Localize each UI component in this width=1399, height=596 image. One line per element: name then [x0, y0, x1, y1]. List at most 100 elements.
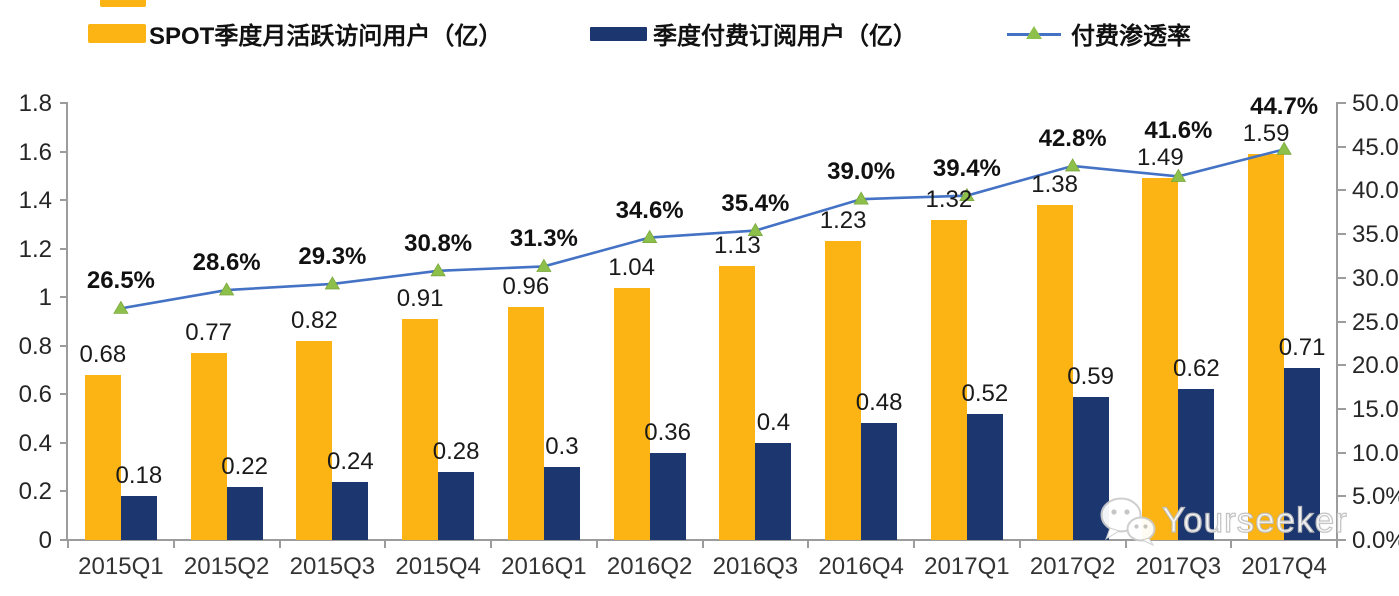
legend-item-subscribers: 季度付费订阅用户（亿）: [590, 16, 917, 51]
legend-item-mau: SPOT季度月活跃访问用户（亿）: [88, 16, 502, 51]
subscriber-bar: [226, 486, 263, 540]
subscriber-bar-label: 0.71: [1278, 333, 1326, 361]
right-axis-tick: [1338, 495, 1346, 498]
subscriber-bar-label: 0.36: [644, 418, 691, 446]
right-axis-tick: [1338, 233, 1346, 236]
penetration-line: [120, 148, 1285, 310]
x-axis-label: 2017Q2: [1029, 553, 1116, 580]
penetration-label: 39.4%: [932, 154, 1001, 182]
subscriber-bar-label: 0.28: [432, 438, 480, 466]
subscriber-bar-label: 0.59: [1067, 362, 1114, 390]
right-axis-tick-label: 5.0%: [1352, 483, 1399, 511]
mau-bar-label: 1.04: [608, 253, 655, 281]
left-axis-tick-label: 1: [38, 284, 52, 312]
mau-bar-label: 1.49: [1137, 144, 1184, 172]
left-axis-tick-label: 0: [38, 527, 52, 554]
x-axis-tick: [807, 541, 810, 548]
x-axis-label: 2016Q2: [606, 553, 693, 580]
wechat-icon: [1100, 497, 1156, 546]
penetration-label: 30.8%: [404, 229, 473, 257]
penetration-label: 26.5%: [86, 267, 155, 295]
right-axis-tick-label: 10.0%: [1352, 439, 1399, 467]
right-axis-tick: [1338, 539, 1346, 541]
right-axis-tick: [1338, 320, 1346, 323]
right-axis-tick: [1338, 364, 1346, 367]
right-axis-tick-label: 0.0%: [1352, 527, 1399, 554]
subscriber-bar: [755, 442, 792, 540]
right-axis-tick-label: 20.0%: [1352, 352, 1399, 380]
x-axis-tick: [1018, 541, 1021, 548]
right-axis-tick-label: 40.0%: [1352, 177, 1399, 205]
left-axis-tick-label: 1.8: [18, 90, 52, 117]
watermark: Yourseeker: [1098, 496, 1348, 546]
x-axis-tick: [172, 541, 175, 548]
subscriber-bar: [332, 481, 369, 540]
mau-bar-label: 1.32: [925, 185, 973, 213]
mau-bar: [296, 340, 333, 540]
left-axis-tick: [60, 296, 67, 299]
x-axis-tick: [384, 541, 387, 548]
left-axis-tick: [60, 539, 67, 541]
right-axis-tick: [1338, 407, 1346, 410]
triangle-marker-icon: [218, 282, 235, 296]
x-axis-tick: [1336, 541, 1338, 548]
subscriber-bar-label: 0.52: [961, 379, 1009, 407]
x-axis-tick: [595, 541, 598, 548]
x-axis-label: 2016Q3: [712, 553, 799, 580]
penetration-label: 35.4%: [721, 189, 790, 217]
left-axis-tick-label: 0.4: [18, 429, 52, 457]
subscriber-bar-label: 0.3: [545, 433, 579, 461]
subscriber-bar: [120, 496, 157, 540]
left-axis-tick: [60, 441, 67, 444]
right-axis-tick: [1338, 102, 1346, 104]
x-axis-label: 2015Q3: [289, 553, 376, 580]
subscriber-bar-label: 0.4: [756, 408, 791, 436]
right-axis-tick-label: 15.0%: [1352, 395, 1399, 423]
triangle-marker-icon: [641, 229, 658, 243]
right-axis-tick-label: 50.0%: [1352, 90, 1399, 117]
right-axis-tick-label: 25.0%: [1352, 308, 1399, 336]
x-axis-line: [66, 539, 1338, 541]
triangle-marker-icon: [536, 258, 552, 272]
mau-bar-label: 1.38: [1031, 170, 1078, 198]
subscriber-bar: [966, 413, 1003, 540]
legend-item-penetration: 付费渗透率: [1007, 16, 1191, 51]
yellow-bar-swatch-icon: [88, 24, 146, 43]
x-axis-label: 2017Q1: [924, 553, 1010, 580]
x-axis-label: 2017Q4: [1241, 553, 1327, 580]
subscriber-bar: [1178, 389, 1215, 540]
triangle-marker-icon: [113, 300, 129, 314]
x-axis-tick: [1124, 541, 1127, 548]
triangle-marker-icon: [1064, 158, 1081, 172]
mau-bar-label: 1.13: [714, 231, 761, 259]
penetration-label: 44.7%: [1250, 92, 1319, 120]
left-axis-tick: [60, 247, 67, 250]
x-axis-label: 2015Q1: [78, 553, 164, 580]
mau-bar: [402, 319, 439, 540]
x-axis-tick: [701, 541, 704, 548]
subscriber-bar-label: 0.18: [115, 462, 163, 490]
left-axis-tick-label: 1.4: [18, 187, 52, 215]
right-axis-tick-label: 45.0%: [1352, 133, 1399, 161]
penetration-label: 28.6%: [192, 249, 261, 277]
left-axis-tick: [60, 150, 67, 153]
left-axis-tick-label: 0.8: [18, 332, 52, 360]
mau-bar: [719, 265, 756, 540]
navy-bar-swatch-icon: [590, 26, 647, 41]
right-axis-line: [1336, 102, 1338, 541]
legend-label-penetration: 付费渗透率: [1071, 23, 1191, 50]
mau-bar-label: 0.82: [291, 306, 338, 334]
right-axis-tick: [1338, 276, 1346, 279]
penetration-label: 39.0%: [827, 158, 896, 186]
penetration-label: 29.3%: [298, 242, 367, 270]
x-axis-label: 2016Q4: [818, 553, 904, 580]
triangle-marker-icon: [853, 191, 869, 205]
left-axis-tick: [60, 199, 67, 202]
subscriber-bar: [649, 452, 686, 540]
left-axis-tick: [60, 393, 67, 396]
right-axis-tick: [1338, 145, 1346, 148]
x-axis-tick: [67, 541, 69, 548]
subscriber-bar: [1284, 367, 1321, 540]
legend-label-subscribers: 季度付费订阅用户（亿）: [653, 23, 917, 50]
subscriber-bar-label: 0.22: [221, 452, 268, 480]
